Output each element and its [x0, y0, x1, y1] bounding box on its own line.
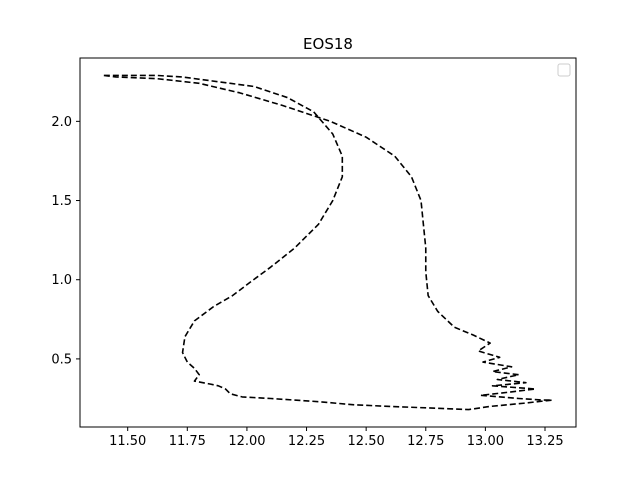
x-tick-label: 11.50: [109, 434, 146, 449]
x-tick-label: 13.25: [526, 434, 563, 449]
x-tick-label: 12.00: [228, 434, 265, 449]
axes: 11.50 11.75 12.00 12.25 12.50 12.75 13.00 13.25…: [51, 57, 577, 449]
y-tick-label: 1.0: [51, 273, 72, 288]
x-tick-label: 12.75: [407, 434, 444, 449]
y-tick-label: 0.5: [51, 352, 72, 367]
y-tick-label: 2.0: [51, 115, 72, 130]
y-tick-label: 1.5: [51, 194, 72, 209]
legend: [557, 63, 571, 77]
x-tick-label: 12.50: [348, 434, 385, 449]
x-tick-label: 11.75: [169, 434, 206, 449]
x-tick-label: 13.00: [467, 434, 504, 449]
plot-area: [103, 74, 553, 411]
x-tick-label: 12.25: [288, 434, 325, 449]
legend-box: [557, 63, 571, 77]
axes-frame: [79, 57, 577, 428]
chart-title: EOS18: [303, 35, 353, 53]
series-line-0: [103, 74, 553, 411]
